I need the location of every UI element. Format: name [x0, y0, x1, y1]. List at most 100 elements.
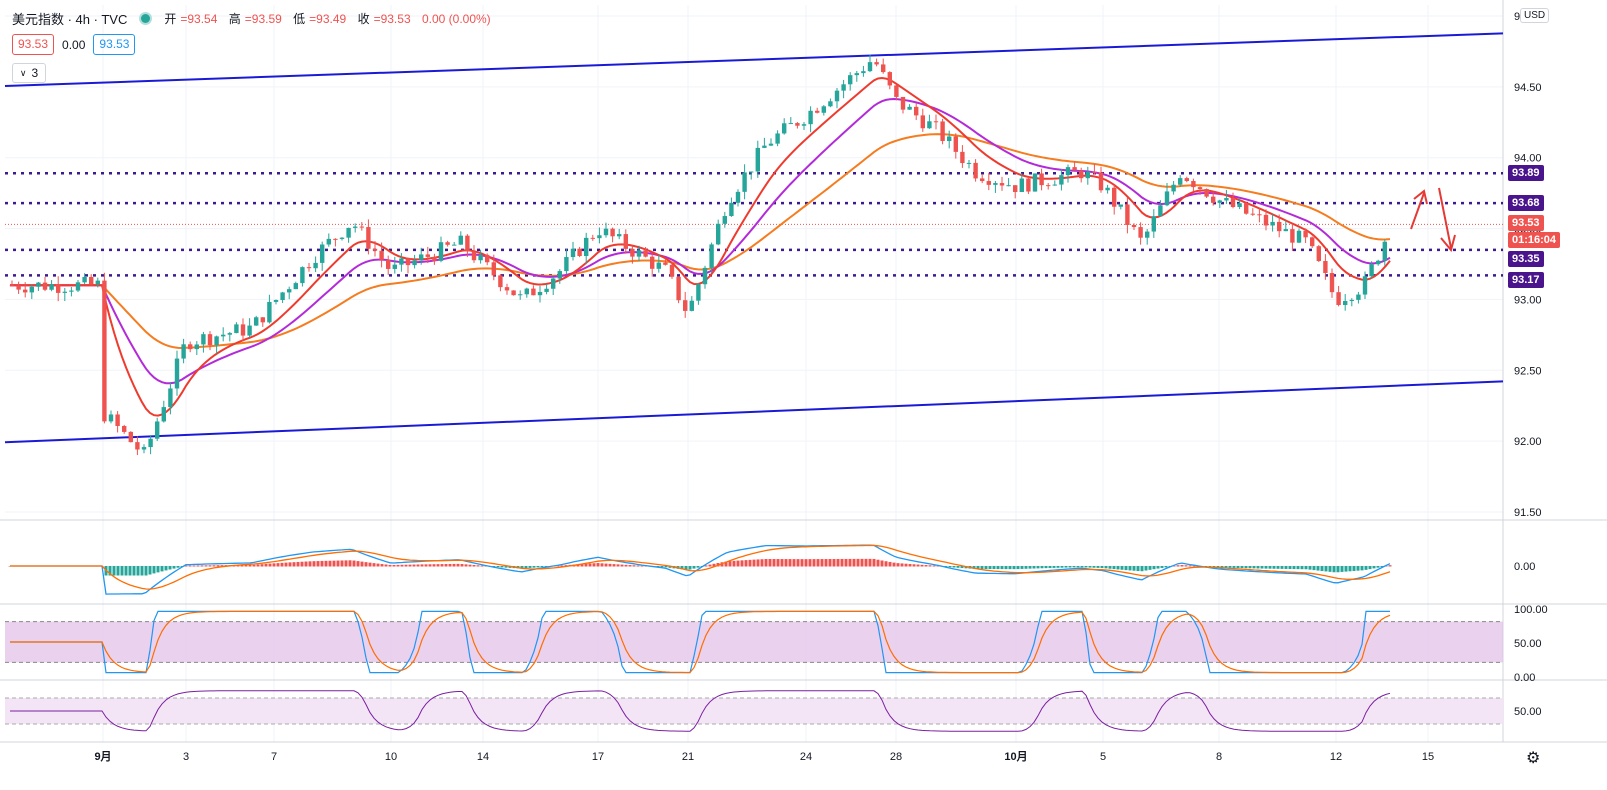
macd-histogram-bar — [984, 566, 988, 570]
candle-body — [636, 250, 642, 257]
candle-body — [1085, 171, 1090, 179]
macd-histogram-bar — [240, 564, 244, 567]
macd-histogram-bar — [1004, 566, 1008, 570]
macd-histogram-bar — [1240, 566, 1244, 569]
macd-histogram-bar — [828, 559, 832, 567]
buy-price-button[interactable]: 93.53 — [93, 34, 136, 55]
macd-histogram-bar — [936, 565, 940, 567]
macd-histogram-bar — [348, 560, 352, 567]
candle-body — [95, 280, 100, 285]
macd-histogram-bar — [1236, 566, 1240, 569]
macd-histogram-bar — [492, 566, 496, 567]
candle-body — [623, 234, 628, 249]
stochastic-tick-label: 50.00 — [1514, 638, 1542, 650]
settings-gear-icon[interactable]: ⚙ — [1526, 750, 1541, 767]
macd-histogram-bar — [804, 559, 808, 567]
candle-body — [1283, 229, 1288, 232]
macd-histogram-bar — [264, 563, 268, 567]
macd-histogram-bar — [432, 564, 436, 567]
candle-body — [148, 438, 153, 448]
macd-histogram-bar — [316, 561, 320, 567]
candle-body — [900, 96, 906, 110]
macd-histogram-bar — [632, 565, 636, 567]
price-tick-label: 94.00 — [1514, 153, 1542, 165]
macd-histogram-bar — [1268, 566, 1272, 569]
macd-histogram-bar — [168, 566, 172, 570]
candle-body — [89, 276, 94, 285]
arrow-up-line — [1410, 192, 1425, 230]
candle-body — [821, 106, 826, 113]
macd-histogram-bar — [640, 565, 644, 567]
macd-histogram-bar — [780, 559, 784, 567]
macd-histogram-bar — [1348, 566, 1352, 572]
symbol-title[interactable]: 美元指数 · 4h · TVC — [12, 11, 128, 27]
macd-histogram-bar — [368, 562, 372, 567]
time-tick-label: 10 — [385, 751, 397, 763]
macd-histogram-bar — [1388, 565, 1392, 567]
macd-histogram-bar — [1328, 566, 1332, 572]
macd-histogram-bar — [796, 559, 800, 567]
macd-histogram-bar — [1320, 566, 1324, 572]
macd-histogram-bar — [1108, 566, 1112, 569]
macd-histogram-bar — [1188, 565, 1192, 567]
candle-body — [504, 287, 510, 291]
candle-body — [1263, 214, 1269, 226]
candle-body — [1230, 198, 1236, 207]
macd-histogram-bar — [956, 566, 960, 568]
macd-histogram-bar — [532, 566, 536, 568]
candle-body — [927, 121, 932, 129]
indicators-toggle-button[interactable]: ∨ 3 — [12, 63, 46, 83]
macd-histogram-bar — [864, 558, 868, 567]
macd-histogram-bar — [680, 566, 684, 570]
moving-average-slow — [10, 133, 1391, 350]
candle-body — [1019, 178, 1024, 193]
macd-histogram-bar — [308, 561, 312, 567]
macd-histogram-bar — [836, 558, 840, 567]
candle-body — [722, 216, 727, 224]
macd-histogram-bar — [888, 561, 892, 567]
macd-histogram-bar — [120, 566, 124, 576]
candle-body — [980, 178, 985, 182]
candle-body — [544, 288, 549, 292]
candle-body — [537, 291, 543, 296]
macd-histogram-bar — [1280, 566, 1284, 569]
macd-histogram-bar — [860, 558, 864, 567]
macd-histogram-bar — [128, 566, 132, 576]
candle-body — [709, 244, 714, 268]
candle-body — [1316, 246, 1321, 261]
macd-histogram-bar — [1340, 566, 1344, 572]
candle-body — [458, 235, 463, 245]
open-key: 开 — [164, 11, 177, 26]
time-tick-label: 5 — [1100, 751, 1106, 763]
close-value: =93.53 — [373, 11, 411, 26]
macd-histogram-bar — [1092, 566, 1096, 568]
candle-body — [597, 235, 602, 239]
macd-histogram-bar — [824, 559, 828, 567]
macd-histogram-bar — [1172, 565, 1176, 567]
macd-histogram-bar — [1352, 566, 1356, 571]
projection-arrows — [1410, 187, 1456, 253]
candle-body — [1343, 301, 1348, 305]
candle-body — [808, 110, 813, 125]
macd-histogram-bar — [692, 566, 696, 569]
candle-body — [617, 234, 622, 237]
candle-body — [867, 62, 873, 72]
macd-histogram-bar — [208, 565, 212, 567]
macd-histogram-bar — [1312, 566, 1316, 571]
candle-body — [471, 251, 477, 261]
macd-histogram-bar — [1164, 566, 1168, 568]
candle-body — [749, 171, 754, 173]
currency-button[interactable]: USD — [1520, 8, 1550, 23]
macd-histogram-bar — [1076, 566, 1080, 568]
candle-body — [320, 244, 325, 263]
candle-body — [1052, 184, 1057, 186]
candle-body — [293, 283, 298, 290]
sell-price-button[interactable]: 93.53 — [12, 34, 55, 55]
macd-histogram-bar — [364, 562, 368, 567]
price-tick-label: 92.50 — [1514, 365, 1542, 377]
candle-body — [1197, 187, 1203, 190]
macd-histogram-bar — [340, 560, 344, 567]
macd-histogram-bar — [616, 564, 620, 567]
candle-body — [75, 282, 81, 291]
